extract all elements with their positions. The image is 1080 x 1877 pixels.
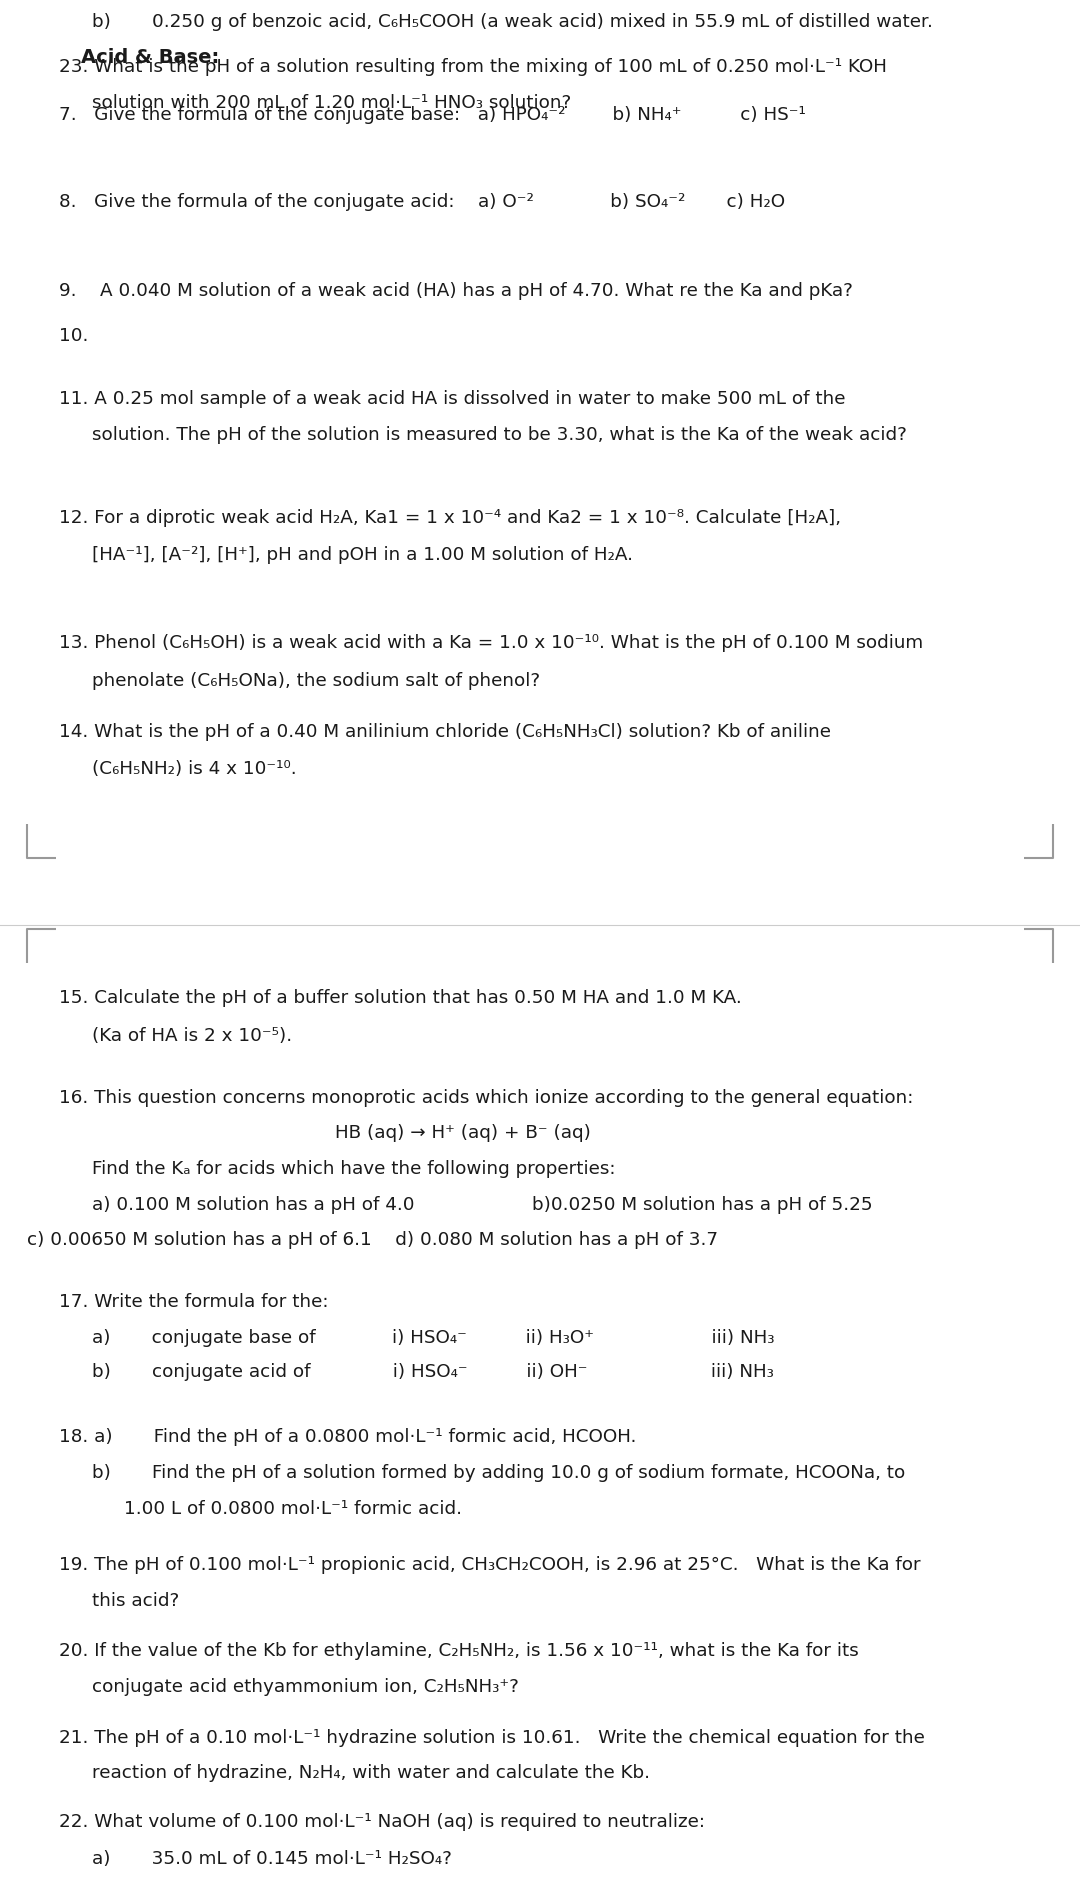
Text: a)       35.0 mL of 0.145 mol·L⁻¹ H₂SO₄?: a) 35.0 mL of 0.145 mol·L⁻¹ H₂SO₄?: [92, 1851, 451, 1868]
Text: 10.: 10.: [59, 327, 89, 345]
Text: 13. Phenol (C₆H₅OH) is a weak acid with a Ka = 1.0 x 10⁻¹⁰. What is the pH of 0.: 13. Phenol (C₆H₅OH) is a weak acid with …: [59, 634, 923, 653]
Text: [HA⁻¹], [A⁻²], [H⁺], pH and pOH in a 1.00 M solution of H₂A.: [HA⁻¹], [A⁻²], [H⁺], pH and pOH in a 1.0…: [92, 546, 633, 565]
Text: solution with 200 mL of 1.20 mol·L⁻¹ HNO₃ solution?: solution with 200 mL of 1.20 mol·L⁻¹ HNO…: [92, 94, 571, 113]
Text: 7.   Give the formula of the conjugate base:   a) HPO₄⁻²        b) NH₄⁺         : 7. Give the formula of the conjugate bas…: [59, 107, 807, 124]
Text: 1.00 L of 0.0800 mol·L⁻¹ formic acid.: 1.00 L of 0.0800 mol·L⁻¹ formic acid.: [124, 1500, 462, 1518]
Text: 11. A 0.25 mol sample of a weak acid HA is dissolved in water to make 500 mL of : 11. A 0.25 mol sample of a weak acid HA …: [59, 390, 846, 409]
Text: b)       0.250 g of benzoic acid, C₆H₅COOH (a weak acid) mixed in 55.9 mL of dis: b) 0.250 g of benzoic acid, C₆H₅COOH (a …: [92, 13, 933, 32]
Text: 16. This question concerns monoprotic acids which ionize according to the genera: 16. This question concerns monoprotic ac…: [59, 1089, 914, 1107]
Text: 15. Calculate the pH of a buffer solution that has 0.50 M HA and 1.0 M KA.: 15. Calculate the pH of a buffer solutio…: [59, 989, 742, 1008]
Text: Find the Kₐ for acids which have the following properties:: Find the Kₐ for acids which have the fol…: [92, 1160, 616, 1179]
Text: 8.   Give the formula of the conjugate acid:    a) O⁻²             b) SO₄⁻²     : 8. Give the formula of the conjugate aci…: [59, 193, 785, 212]
Text: 9.    A 0.040 M solution of a weak acid (HA) has a pH of 4.70. What re the Ka an: 9. A 0.040 M solution of a weak acid (HA…: [59, 282, 853, 300]
Text: (Ka of HA is 2 x 10⁻⁵).: (Ka of HA is 2 x 10⁻⁵).: [92, 1027, 292, 1045]
Text: b)       Find the pH of a solution formed by adding 10.0 g of sodium formate, HC: b) Find the pH of a solution formed by a…: [92, 1464, 905, 1483]
Text: 17. Write the formula for the:: 17. Write the formula for the:: [59, 1293, 329, 1312]
Text: a) 0.100 M solution has a pH of 4.0                    b)0.0250 M solution has a: a) 0.100 M solution has a pH of 4.0 b)0.…: [92, 1196, 873, 1214]
Text: 14. What is the pH of a 0.40 M anilinium chloride (C₆H₅NH₃Cl) solution? Kb of an: 14. What is the pH of a 0.40 M anilinium…: [59, 723, 832, 741]
Text: 18. a)       Find the pH of a 0.0800 mol·L⁻¹ formic acid, HCOOH.: 18. a) Find the pH of a 0.0800 mol·L⁻¹ f…: [59, 1428, 637, 1447]
Text: reaction of hydrazine, N₂H₄, with water and calculate the Kb.: reaction of hydrazine, N₂H₄, with water …: [92, 1764, 650, 1783]
Text: this acid?: this acid?: [92, 1592, 179, 1610]
Text: 22. What volume of 0.100 mol·L⁻¹ NaOH (aq) is required to neutralize:: 22. What volume of 0.100 mol·L⁻¹ NaOH (a…: [59, 1813, 705, 1832]
Text: HB (aq) → H⁺ (aq) + B⁻ (aq): HB (aq) → H⁺ (aq) + B⁻ (aq): [335, 1124, 591, 1143]
Text: a)       conjugate base of             i) HSO₄⁻          ii) H₃O⁺               : a) conjugate base of i) HSO₄⁻ ii) H₃O⁺: [92, 1329, 774, 1348]
Text: 12. For a diprotic weak acid H₂A, Ka1 = 1 x 10⁻⁴ and Ka2 = 1 x 10⁻⁸. Calculate [: 12. For a diprotic weak acid H₂A, Ka1 = …: [59, 509, 841, 527]
Text: b)       conjugate acid of              i) HSO₄⁻          ii) OH⁻               : b) conjugate acid of i) HSO₄⁻ ii) OH⁻: [92, 1363, 773, 1381]
Text: 21. The pH of a 0.10 mol·L⁻¹ hydrazine solution is 10.61.   Write the chemical e: 21. The pH of a 0.10 mol·L⁻¹ hydrazine s…: [59, 1729, 926, 1747]
Text: c) 0.00650 M solution has a pH of 6.1    d) 0.080 M solution has a pH of 3.7: c) 0.00650 M solution has a pH of 6.1 d)…: [27, 1231, 718, 1250]
Text: (C₆H₅NH₂) is 4 x 10⁻¹⁰.: (C₆H₅NH₂) is 4 x 10⁻¹⁰.: [92, 760, 296, 779]
Text: Acid & Base:: Acid & Base:: [81, 47, 219, 68]
Text: 19. The pH of 0.100 mol·L⁻¹ propionic acid, CH₃CH₂COOH, is 2.96 at 25°C.   What : 19. The pH of 0.100 mol·L⁻¹ propionic ac…: [59, 1556, 921, 1575]
Text: 23. What is the pH of a solution resulting from the mixing of 100 mL of 0.250 mo: 23. What is the pH of a solution resulti…: [59, 58, 888, 77]
Text: conjugate acid ethyammonium ion, C₂H₅NH₃⁺?: conjugate acid ethyammonium ion, C₂H₅NH₃…: [92, 1678, 518, 1697]
Text: solution. The pH of the solution is measured to be 3.30, what is the Ka of the w: solution. The pH of the solution is meas…: [92, 426, 907, 445]
Text: phenolate (C₆H₅ONa), the sodium salt of phenol?: phenolate (C₆H₅ONa), the sodium salt of …: [92, 672, 540, 691]
Text: 20. If the value of the Kb for ethylamine, C₂H₅NH₂, is 1.56 x 10⁻¹¹, what is the: 20. If the value of the Kb for ethylamin…: [59, 1642, 860, 1661]
